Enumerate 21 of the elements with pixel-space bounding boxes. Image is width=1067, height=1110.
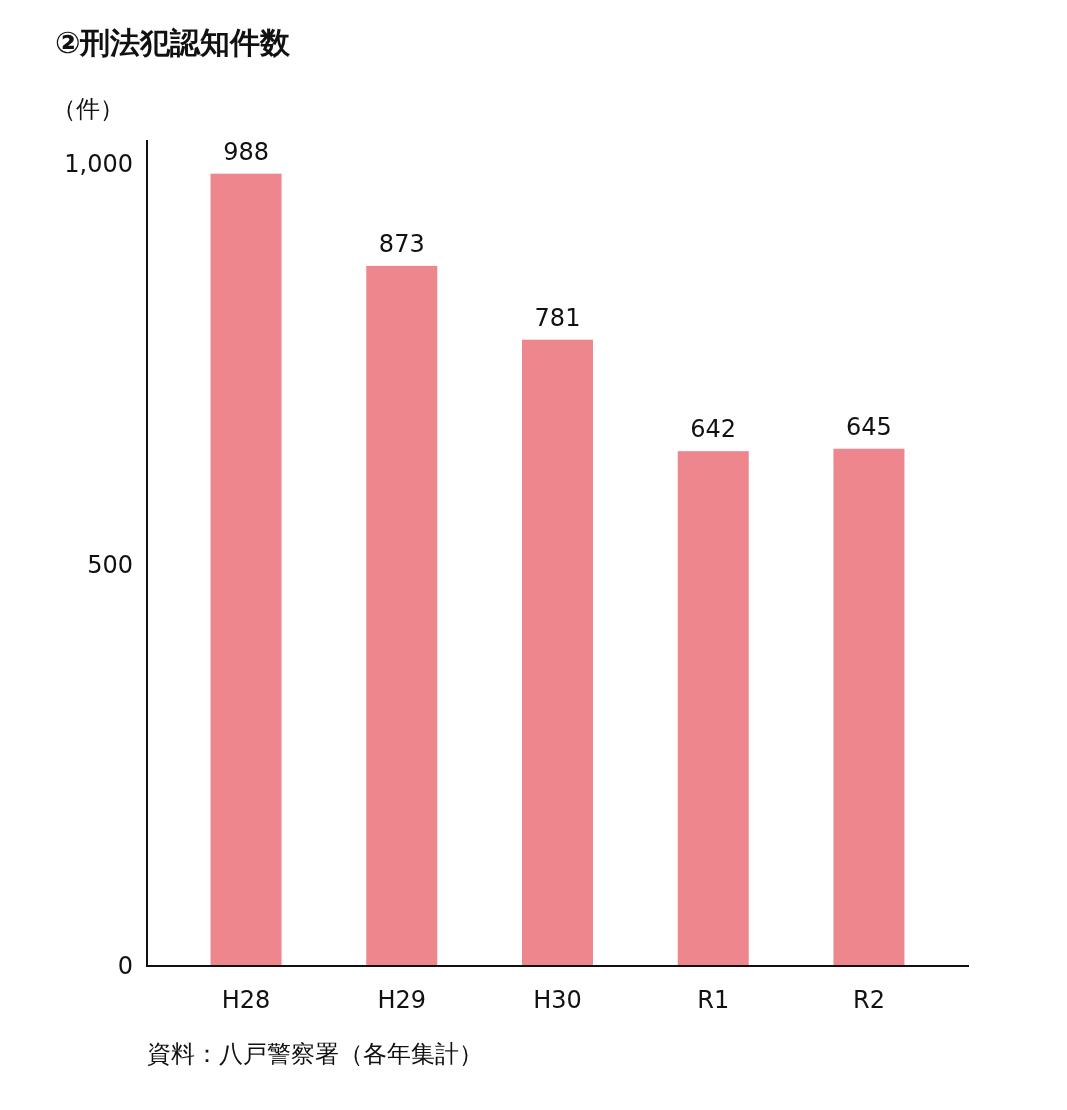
data-label: 642 xyxy=(690,415,737,444)
bar xyxy=(366,265,438,966)
data-label: 988 xyxy=(223,137,269,166)
data-label: 873 xyxy=(378,229,425,258)
data-label: 781 xyxy=(534,303,581,332)
chart-title: ②刑法犯認知件数 xyxy=(55,25,292,60)
x-tick-label: H28 xyxy=(221,986,271,1014)
x-tick-label: R2 xyxy=(852,986,885,1014)
y-tick-label: 500 xyxy=(87,551,133,580)
data-label: 645 xyxy=(846,412,892,441)
bar xyxy=(521,339,594,966)
x-tick-label: R1 xyxy=(697,986,730,1014)
x-tick-label: H30 xyxy=(533,986,582,1014)
y-tick-label: 0 xyxy=(117,952,133,981)
y-axis-title: （件） xyxy=(52,95,124,123)
text: 資料：八戸警察署（各年集計） xyxy=(147,1040,483,1068)
bar xyxy=(833,448,905,966)
bar xyxy=(677,451,749,966)
x-tick-label: H29 xyxy=(377,986,427,1014)
y-tick-label: 1,000 xyxy=(64,150,133,179)
bar xyxy=(210,173,282,966)
